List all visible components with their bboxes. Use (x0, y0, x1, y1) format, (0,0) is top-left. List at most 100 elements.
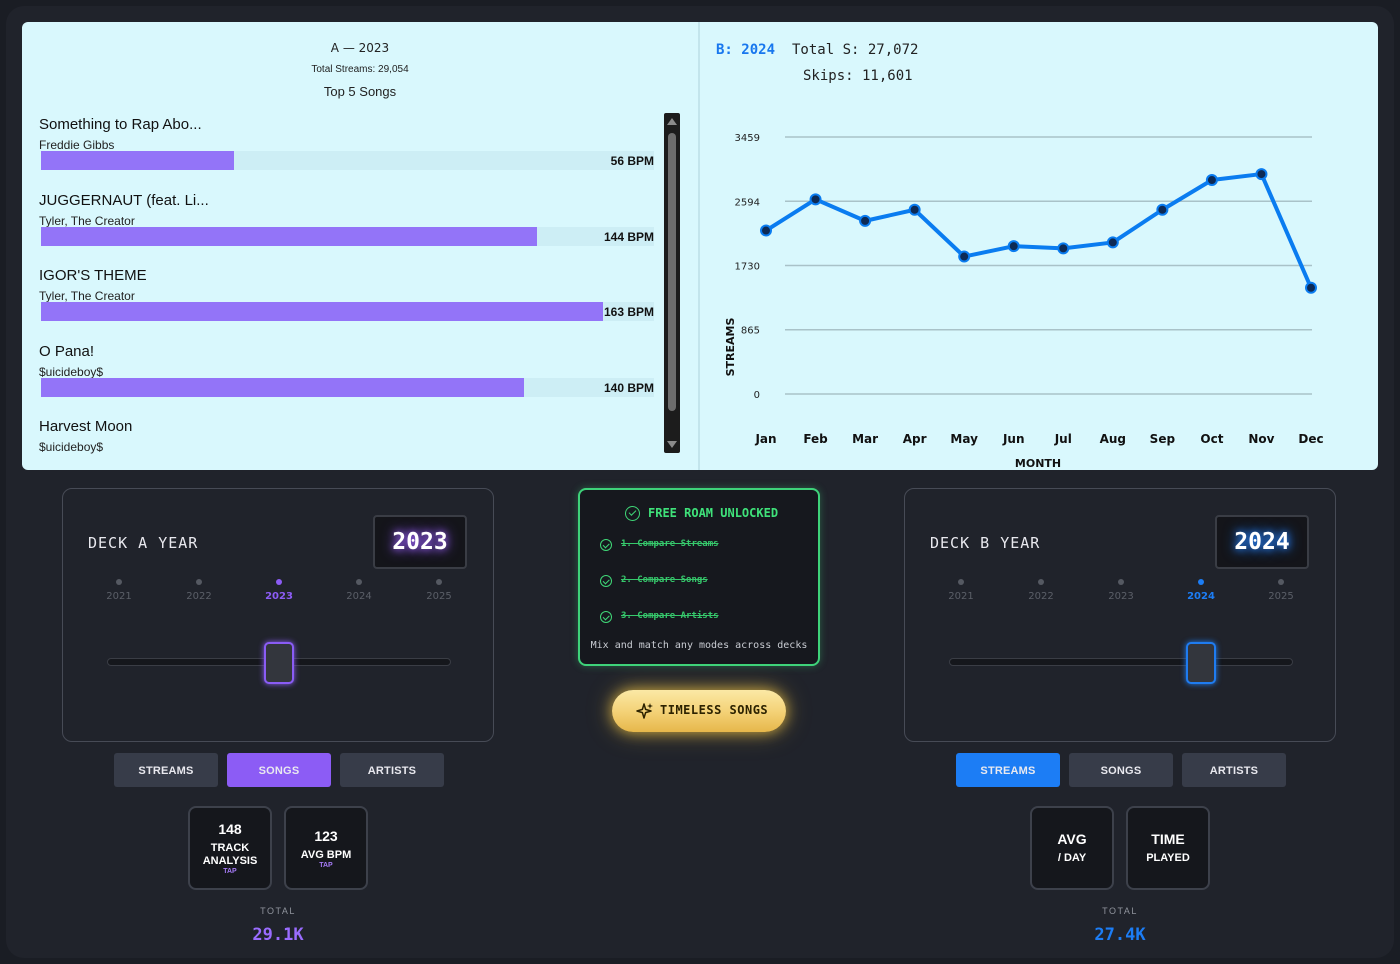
song-artist: Tyler, The Creator (39, 289, 135, 303)
deck-b-year-slider-track[interactable] (949, 658, 1293, 666)
year-tick-2025[interactable]: 2025 (1251, 579, 1311, 602)
timeless-songs-label: TIMELESS SONGS (660, 703, 769, 717)
free-roam-footer: Mix and match any modes across decks (590, 640, 808, 651)
y-tick-label: 3459 (735, 133, 760, 144)
year-tick-2025[interactable]: 2025 (409, 579, 469, 602)
song-title: JUGGERNAUT (feat. Li... (39, 192, 209, 209)
song-artist: Freddie Gibbs (39, 138, 115, 152)
bpm-value: 144 BPM (603, 230, 654, 244)
sparkles-icon (636, 703, 653, 719)
bpm-value: 163 BPM (603, 305, 654, 319)
year-tick-dot (1038, 579, 1044, 585)
year-tick-label: 2025 (1268, 591, 1294, 602)
x-tick-label: Jun (1002, 432, 1025, 446)
song-artist: $uicideboy$ (39, 365, 104, 379)
data-point-jul (1057, 242, 1070, 255)
year-tick-dot (436, 579, 442, 585)
year-tick-dot (196, 579, 202, 585)
free-roam-heading: FREE ROAM UNLOCKED (648, 506, 779, 520)
year-tick-2021[interactable]: 2021 (931, 579, 991, 602)
deck-a-mode-songs-button[interactable]: SONGS (227, 753, 331, 787)
bpm-bar-fill (41, 302, 603, 321)
year-tick-2023[interactable]: 2023 (249, 579, 309, 602)
year-tick-2024[interactable]: 2024 (329, 579, 389, 602)
x-tick-label: May (950, 432, 978, 446)
y-axis-label: STREAMS (724, 318, 737, 377)
deck-b-skips: Skips: 11,601 (803, 68, 913, 84)
bpm-bar-track (41, 227, 654, 246)
check-circle-icon (600, 611, 612, 623)
avg-per-day-tile[interactable]: AVG / DAY (1030, 806, 1114, 890)
scrollbar-thumb[interactable] (668, 133, 676, 411)
data-point-oct (1205, 174, 1218, 187)
avg-per-day-label: AVG (1057, 831, 1087, 847)
deck-b-year-display: 2024 (1215, 515, 1309, 569)
deck-a-mode-streams-button[interactable]: STREAMS (114, 753, 218, 787)
screen-divider (698, 22, 700, 470)
year-tick-2022[interactable]: 2022 (169, 579, 229, 602)
streams-series-line (764, 172, 1313, 289)
year-tick-2023[interactable]: 2023 (1091, 579, 1151, 602)
track-analysis-tile[interactable]: 148 TRACK ANALYSIS TAP (188, 806, 272, 890)
x-tick-label: Jan (754, 432, 776, 446)
song-title: IGOR'S THEME (39, 267, 147, 284)
year-tick-2022[interactable]: 2022 (1011, 579, 1071, 602)
deck-a-total-label: TOTAL (260, 906, 296, 916)
streams-line-chart: 0 865 1730 2594 3459 Jan Feb Mar Apr May Jun Jul Aug… (724, 133, 1324, 470)
timeless-songs-button[interactable]: TIMELESS SONGS (612, 690, 786, 732)
x-tick-label: Apr (903, 432, 927, 446)
deck-b-mode-artists-button[interactable]: ARTISTS (1182, 753, 1286, 787)
year-tick-dot (1118, 579, 1124, 585)
deck-a-total-streams: Total Streams: 29,054 (311, 64, 409, 75)
song-title: Something to Rap Abo... (39, 116, 202, 133)
free-roam-task: 1. Compare Streams (621, 539, 719, 549)
year-tick-label: 2023 (265, 591, 293, 602)
deck-a-mode-artists-button[interactable]: ARTISTS (340, 753, 444, 787)
data-point-dec (1305, 281, 1317, 294)
scroll-up-arrow-icon[interactable] (667, 118, 677, 125)
track-analysis-label: TRACK (210, 842, 250, 854)
year-tick-dot (1198, 579, 1204, 585)
song-artist: $uicideboy$ (39, 440, 104, 454)
year-tick-label: 2022 (186, 591, 212, 602)
deck-a-panel-title: A — 2023 (330, 41, 390, 55)
bpm-bar-track (41, 151, 654, 170)
deck-b-total-streams: Total S: 27,072 (792, 42, 919, 58)
deck-b-mode-streams-button[interactable]: STREAMS (956, 753, 1060, 787)
deck-a-year-slider-knob[interactable] (264, 642, 294, 684)
check-circle-icon (600, 575, 612, 587)
avg-bpm-tile[interactable]: 123 AVG BPM TAP (284, 806, 368, 890)
bpm-value: 56 BPM (610, 154, 654, 168)
bpm-bar-fill (41, 378, 524, 397)
year-tick-dot (116, 579, 122, 585)
data-point-jan (760, 224, 772, 237)
x-tick-label: Nov (1248, 432, 1274, 446)
song-list-scrollbar[interactable] (664, 113, 680, 453)
deck-b-mode-songs-button[interactable]: SONGS (1069, 753, 1173, 787)
avg-bpm-label: AVG BPM (300, 849, 352, 861)
year-tick-2021[interactable]: 2021 (89, 579, 149, 602)
deck-b-year-label: DECK B YEAR (930, 534, 1041, 552)
deck-a-top-songs-title: Top 5 Songs (323, 84, 397, 99)
bpm-bar-track (41, 378, 654, 397)
deck-a-year-display: 2023 (373, 515, 467, 569)
year-tick-label: 2021 (948, 591, 974, 602)
scroll-down-arrow-icon[interactable] (667, 441, 677, 448)
data-point-nov (1255, 168, 1268, 181)
year-tick-dot (958, 579, 964, 585)
song-title: Harvest Moon (39, 418, 133, 435)
deck-b-year-slider-knob[interactable] (1186, 642, 1216, 684)
deck-b-panel-title: B: 2024 (716, 42, 776, 58)
x-tick-label: Aug (1100, 432, 1126, 446)
x-tick-label: Mar (852, 432, 878, 446)
time-played-sublabel: PLAYED (1146, 852, 1190, 864)
deck-b-year-panel: DECK B YEAR 2024 2021 2022 2023 2024 2025 (904, 488, 1336, 742)
check-circle-icon (600, 539, 612, 551)
data-point-feb (809, 193, 822, 206)
free-roam-panel: FREE ROAM UNLOCKED 1. Compare Streams 2.… (578, 488, 820, 666)
top-screen: A — 2023 Total Streams: 29,054 Top 5 Son… (22, 22, 1378, 470)
time-played-tile[interactable]: TIME PLAYED (1126, 806, 1210, 890)
year-tick-label: 2021 (106, 591, 132, 602)
deck-b-total-value: 27.4K (1094, 925, 1146, 945)
year-tick-2024[interactable]: 2024 (1171, 579, 1231, 602)
